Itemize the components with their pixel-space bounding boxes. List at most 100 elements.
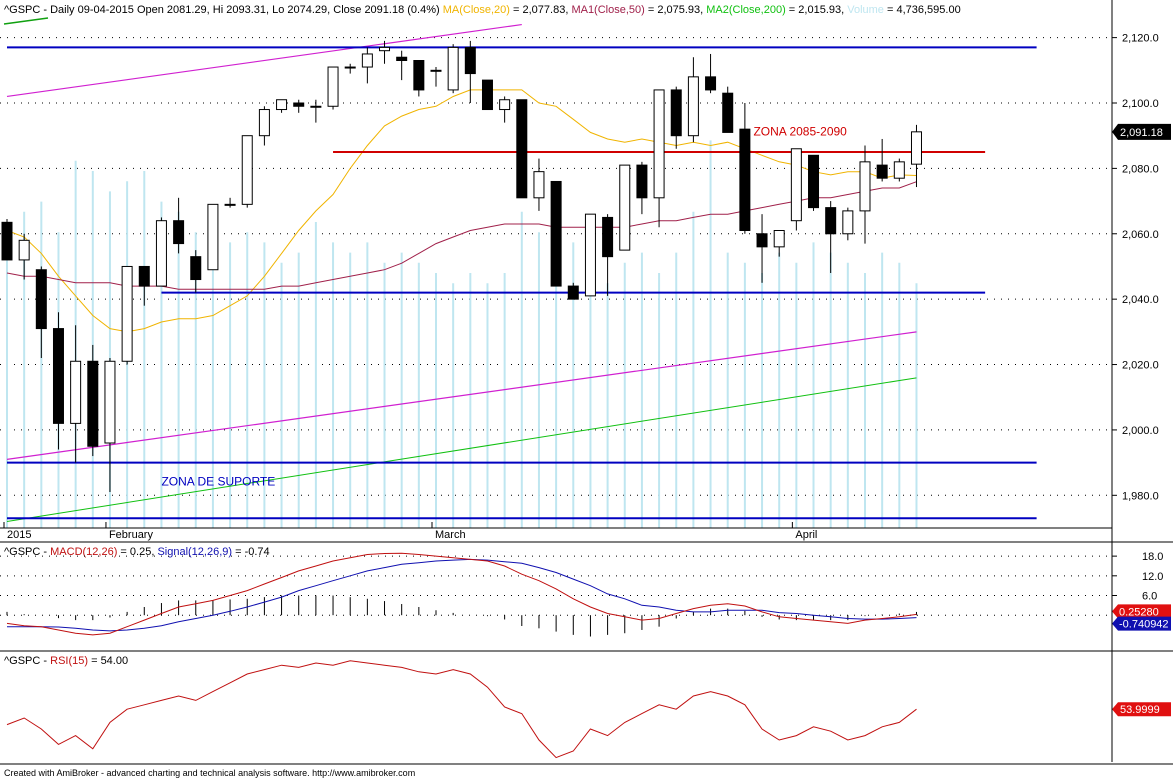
header-part: = 0.25, (117, 546, 157, 558)
candle-body (722, 92, 734, 133)
candle (825, 201, 837, 273)
candle (739, 103, 751, 234)
candle-body (344, 66, 356, 69)
candle (224, 197, 236, 208)
candle (293, 99, 305, 113)
header-part: = 2,015.93, (786, 4, 847, 16)
ma200-line (6, 377, 917, 522)
header-part: = 4,736,595.00 (884, 4, 961, 16)
annotation-label: ZONA DE SUPORTE (161, 475, 275, 489)
macd-value-badge: -0.740942 (1112, 616, 1171, 631)
candle (910, 124, 922, 188)
rsi-badge-text: 53.9999 (1120, 704, 1160, 716)
candle (430, 67, 442, 87)
macd-gridlines (0, 555, 1112, 616)
volume-bars (6, 140, 918, 528)
header-part: MA1(Close,50) (571, 4, 644, 16)
header-part: RSI(15) (50, 655, 88, 667)
header-part: ^GSPC - (4, 655, 50, 667)
candle-body (70, 360, 82, 424)
candle (670, 86, 682, 149)
candle-body (842, 210, 854, 235)
candle (327, 66, 339, 110)
macd-line (6, 552, 917, 636)
candle (464, 40, 476, 103)
rsi-pane-header: ^GSPC - RSI(15) = 54.00 (4, 655, 128, 667)
candle (361, 47, 373, 84)
candle-body (138, 265, 150, 287)
header-part: Signal(12,26,9) (157, 546, 232, 558)
candle-body (430, 69, 442, 72)
candle (619, 164, 631, 251)
price-tick-label: 2,040.0 (1122, 294, 1159, 306)
candle (190, 250, 202, 293)
candle-body (207, 203, 219, 271)
candle (276, 99, 288, 113)
candle (258, 106, 270, 146)
candle-body (241, 135, 253, 205)
candle-body (35, 269, 47, 330)
candle (499, 96, 511, 123)
macd-badge-text: 0.25280 (1119, 606, 1159, 618)
header-part: MA(Close,20) (443, 4, 510, 16)
candle-body (602, 216, 614, 258)
candle (636, 161, 648, 215)
candle-body (52, 328, 64, 424)
candle (584, 213, 596, 297)
price-candles (1, 40, 922, 493)
candle (310, 99, 322, 123)
candle-body (550, 180, 562, 287)
candle (602, 214, 614, 296)
candle (121, 265, 133, 365)
candle-body (619, 164, 631, 251)
candle-body (756, 233, 768, 248)
candle (70, 325, 82, 463)
candle-body (447, 46, 459, 91)
candle (155, 217, 167, 287)
rsi-badge-bg (1112, 702, 1171, 717)
date-axis: 2015 February March April (0, 522, 1112, 541)
macd-tick-label: 18.0 (1142, 551, 1163, 563)
price-tick-label: 2,080.0 (1122, 163, 1159, 175)
macd-pane: ^GSPC - MACD(12,26) = 0.25, Signal(12,26… (0, 546, 1171, 637)
candle-body (379, 46, 391, 52)
header-part: = 2,077.83, (510, 4, 571, 16)
annotation-label: ZONA 2085-2090 (753, 125, 847, 139)
header-part: MACD(12,26) (50, 546, 117, 558)
chart-annotations: ZONA 2085-2090 ZONA DE SUPORTE (161, 125, 847, 489)
header-part: ^GSPC - Daily 09-04-2015 Open 2081.29, H… (4, 4, 443, 16)
candle (52, 312, 64, 450)
candle-body (18, 239, 30, 261)
candle (567, 282, 579, 300)
candle-body (516, 99, 528, 199)
pane-frames (0, 0, 1173, 765)
header-part: Volume (847, 4, 884, 16)
candle (773, 230, 785, 257)
candle-body (876, 164, 888, 179)
macd-lines (6, 552, 917, 636)
candle-body (481, 79, 493, 111)
main-pane-header: ^GSPC - Daily 09-04-2015 Open 2081.29, H… (4, 4, 961, 16)
candle-body (293, 102, 305, 107)
header-part: = -0.74 (232, 546, 270, 558)
trend-line (6, 23, 522, 98)
candle (173, 197, 185, 254)
candle (241, 135, 253, 208)
ma20-line (6, 89, 917, 333)
price-tick-label: 2,000.0 (1122, 425, 1159, 437)
candle (876, 138, 888, 182)
candle-body (739, 128, 751, 231)
candle-body (310, 105, 322, 108)
price-tick-label: 2,120.0 (1122, 33, 1159, 45)
footer-credit: Created with AmiBroker - advanced charti… (4, 768, 416, 778)
header-part: ^GSPC - (4, 546, 50, 558)
last-price-value: 2,091.18 (1120, 127, 1163, 139)
candle-body (687, 76, 699, 137)
candle-body (773, 230, 785, 248)
macd-pane-header: ^GSPC - MACD(12,26) = 0.25, Signal(12,26… (4, 546, 270, 558)
candle (842, 207, 854, 241)
candle-body (808, 154, 820, 209)
rsi-line (6, 660, 917, 759)
price-tick-label: 2,020.0 (1122, 360, 1159, 372)
